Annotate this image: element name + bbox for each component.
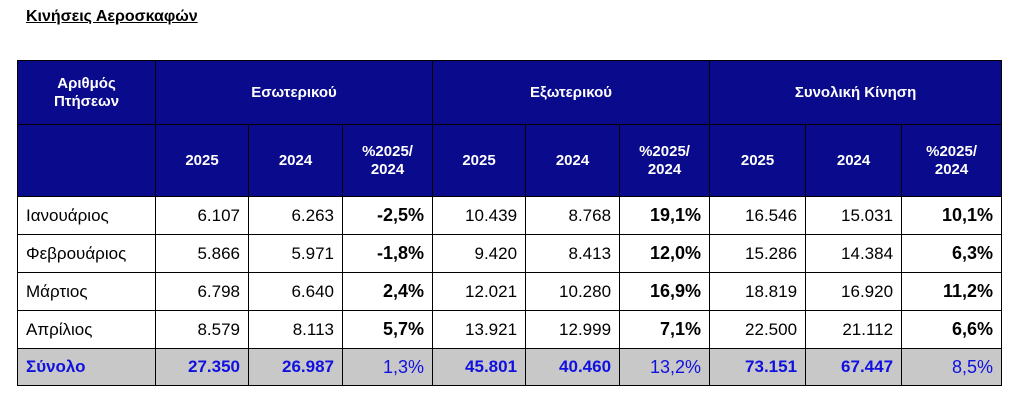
- value-cell: 21.112: [805, 310, 903, 349]
- corner-header: Αριθμός Πτήσεων: [17, 60, 156, 125]
- pct-cell: 7,1%: [619, 310, 711, 349]
- col-header-pct: %2025/ 2024: [901, 124, 1003, 197]
- value-cell: 6.640: [248, 272, 343, 311]
- value-cell: 10.280: [525, 272, 621, 311]
- total-label: Σύνολο: [17, 348, 156, 386]
- col-header-pct: %2025/ 2024: [619, 124, 711, 197]
- pct-cell: 16,9%: [619, 272, 711, 311]
- header-row-years: 2025 2024 %2025/ 2024 2025 2024 %2025/ 2…: [17, 124, 1003, 197]
- value-cell: 8.579: [155, 310, 249, 349]
- total-value-cell: 27.350: [155, 348, 249, 386]
- value-cell: 16.920: [805, 272, 903, 311]
- total-pct-cell: 13,2%: [619, 348, 711, 386]
- group-header-international: Εξωτερικού: [432, 60, 711, 125]
- col-header-2025: 2025: [432, 124, 527, 197]
- col-header-2024: 2024: [248, 124, 343, 197]
- col-header-2025: 2025: [709, 124, 807, 197]
- page-title: Κινήσεις Αεροσκαφών: [26, 8, 198, 25]
- pct-cell: 19,1%: [619, 196, 711, 235]
- pct-cell: 2,4%: [341, 272, 434, 311]
- month-cell: Απρίλιος: [17, 310, 156, 349]
- value-cell: 18.819: [709, 272, 807, 311]
- table-row: Φεβρουάριος 5.866 5.971 -1,8% 9.420 8.41…: [17, 234, 1003, 273]
- value-cell: 16.546: [709, 196, 807, 235]
- empty-header-cell: [17, 124, 156, 197]
- value-cell: 5.971: [248, 234, 343, 273]
- header-row-groups: Αριθμός Πτήσεων Εσωτερικού Εξωτερικού Συ…: [17, 60, 1003, 125]
- month-cell: Φεβρουάριος: [17, 234, 156, 273]
- col-header-pct: %2025/ 2024: [341, 124, 434, 197]
- value-cell: 13.921: [432, 310, 527, 349]
- value-cell: 14.384: [805, 234, 903, 273]
- pct-cell: -2,5%: [341, 196, 434, 235]
- total-pct-cell: 1,3%: [341, 348, 434, 386]
- group-header-domestic: Εσωτερικού: [154, 60, 434, 125]
- total-value-cell: 67.447: [805, 348, 903, 386]
- value-cell: 6.107: [155, 196, 249, 235]
- total-row: Σύνολο 27.350 26.987 1,3% 45.801 40.460 …: [17, 348, 1003, 386]
- value-cell: 15.031: [805, 196, 903, 235]
- pct-cell: 12,0%: [619, 234, 711, 273]
- col-header-2025: 2025: [155, 124, 249, 197]
- value-cell: 9.420: [432, 234, 527, 273]
- col-header-2024: 2024: [525, 124, 621, 197]
- total-value-cell: 73.151: [709, 348, 807, 386]
- table-row: Μάρτιος 6.798 6.640 2,4% 12.021 10.280 1…: [17, 272, 1003, 311]
- pct-cell: 10,1%: [901, 196, 1003, 235]
- pct-cell: 6,6%: [901, 310, 1003, 349]
- table-row: Απρίλιος 8.579 8.113 5,7% 13.921 12.999 …: [17, 310, 1003, 349]
- total-value-cell: 45.801: [432, 348, 527, 386]
- total-pct-cell: 8,5%: [901, 348, 1003, 386]
- value-cell: 15.286: [709, 234, 807, 273]
- pct-cell: 6,3%: [901, 234, 1003, 273]
- month-cell: Ιανουάριος: [17, 196, 156, 235]
- value-cell: 8.768: [525, 196, 621, 235]
- table-row: Ιανουάριος 6.107 6.263 -2,5% 10.439 8.76…: [17, 196, 1003, 235]
- value-cell: 22.500: [709, 310, 807, 349]
- col-header-2024: 2024: [805, 124, 903, 197]
- value-cell: 5.866: [155, 234, 249, 273]
- value-cell: 8.413: [525, 234, 621, 273]
- value-cell: 6.798: [155, 272, 249, 311]
- value-cell: 12.999: [525, 310, 621, 349]
- pct-cell: 5,7%: [341, 310, 434, 349]
- value-cell: 6.263: [248, 196, 343, 235]
- pct-cell: 11,2%: [901, 272, 1003, 311]
- flights-table: Αριθμός Πτήσεων Εσωτερικού Εξωτερικού Συ…: [17, 60, 1003, 386]
- pct-cell: -1,8%: [341, 234, 434, 273]
- total-value-cell: 40.460: [525, 348, 621, 386]
- total-value-cell: 26.987: [248, 348, 343, 386]
- month-cell: Μάρτιος: [17, 272, 156, 311]
- group-header-total-traffic: Συνολική Κίνηση: [709, 60, 1003, 125]
- value-cell: 8.113: [248, 310, 343, 349]
- value-cell: 12.021: [432, 272, 527, 311]
- value-cell: 10.439: [432, 196, 527, 235]
